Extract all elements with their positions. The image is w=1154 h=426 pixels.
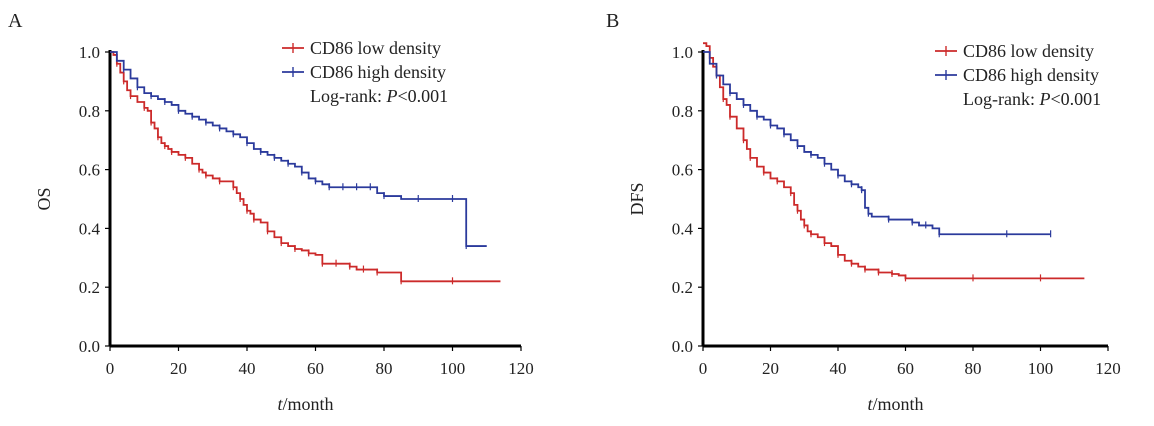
panel-a-x-tick-label: 120	[508, 359, 534, 378]
panel-a-logrank-annotation: Log-rank: P<0.001	[310, 86, 448, 106]
panel-b-letter: B	[606, 10, 619, 32]
panel-b-legend: CD86 low density CD86 high density Log-ran…	[935, 41, 1101, 109]
panel-a-y-axis-title: OS	[34, 187, 54, 210]
panel-b-x-tick-label: 20	[762, 359, 779, 378]
panel-a-logrank-p: P	[385, 86, 397, 106]
panel-a-logrank-value: <0.001	[397, 86, 448, 106]
panel-a-legend-label-0: CD86 low density	[310, 38, 441, 58]
panel-a-x-axis-title-rest: /month	[283, 394, 334, 414]
panel-b-x-tick-label: 100	[1028, 359, 1054, 378]
panel-b-y-tick-label: 1.0	[672, 43, 693, 62]
panel-b-y-tick-label: 0.6	[672, 161, 693, 180]
panel-a-y-tick-label: 1.0	[79, 43, 100, 62]
panel-a-series-0-line	[110, 51, 501, 283]
panel-b-y-axis-title: DFS	[627, 182, 647, 215]
panel-a-x-tick-label: 0	[106, 359, 115, 378]
panel-b-x-tick-label: 0	[699, 359, 708, 378]
panel-a-x-tick-label: 80	[376, 359, 393, 378]
panel-b-legend-label-1: CD86 high density	[963, 65, 1099, 85]
panel-b-x-tick-label: 60	[897, 359, 914, 378]
panel-a-legend: CD86 low density CD86 high density Log-ran…	[282, 38, 448, 106]
panel-b-legend-label-0: CD86 low density	[963, 41, 1094, 61]
panel-b-y-tick-label: 0.8	[672, 102, 693, 121]
panel-a-x-tick-label: 100	[440, 359, 466, 378]
panel-a-x-tick-label: 20	[170, 359, 187, 378]
panel-a-x-axis-title-italic: t	[277, 394, 283, 414]
panel-b-logrank-p: P	[1038, 89, 1050, 109]
panel-a-x-tick-label: 40	[239, 359, 256, 378]
panel-b-x-tick-label: 120	[1095, 359, 1121, 378]
panel-b-logrank-value: <0.001	[1050, 89, 1101, 109]
panel-b-x-axis-title-rest: /month	[873, 394, 924, 414]
panel-a-y-tick-label: 0.4	[79, 219, 101, 238]
panel-a-x-axis-title: t/month	[277, 394, 333, 414]
panel-b-y-tick-label: 0.2	[672, 278, 693, 297]
panel-b-x-tick-label: 80	[965, 359, 982, 378]
panel-a: A 0.0 0.2 0.4 0.6 0.8 1.0 0 20 40 60 80 100 120 OS t/mo…	[8, 10, 534, 414]
panel-b-y-tick-label: 0.4	[672, 219, 694, 238]
panel-b-y-tick-label: 0.0	[672, 337, 693, 356]
panel-a-logrank-prefix: Log-rank:	[310, 86, 386, 106]
panel-a-legend-label-1: CD86 high density	[310, 62, 446, 82]
panel-a-series-1-line	[110, 51, 487, 247]
panel-a-y-tick-label: 0.8	[79, 102, 100, 121]
panel-b-x-axis-title-italic: t	[867, 394, 873, 414]
panel-b: B 0.0 0.2 0.4 0.6 0.8 1.0 0 20 40 60 80 100 120 DFS t/m…	[606, 10, 1121, 414]
panel-a-letter: A	[8, 10, 23, 32]
panel-b-x-axis-title: t/month	[867, 394, 923, 414]
panel-b-x-tick-label: 40	[830, 359, 847, 378]
panel-a-y-tick-label: 0.0	[79, 337, 100, 356]
panel-b-logrank-annotation: Log-rank: P<0.001	[963, 89, 1101, 109]
panel-b-logrank-prefix: Log-rank:	[963, 89, 1039, 109]
panel-a-y-tick-label: 0.6	[79, 161, 100, 180]
panel-a-y-tick-label: 0.2	[79, 278, 100, 297]
panel-a-x-tick-label: 60	[307, 359, 324, 378]
